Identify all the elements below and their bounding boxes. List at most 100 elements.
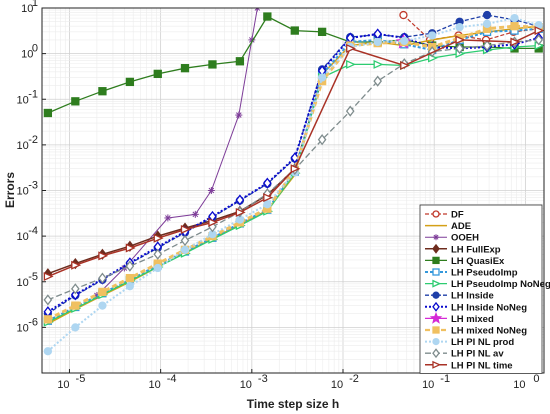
y-tick-label: 10: [21, 49, 33, 61]
x-axis-label: Time step size h: [247, 397, 339, 411]
data-point: [263, 12, 272, 21]
data-point: [153, 248, 163, 260]
data-point: [235, 207, 246, 217]
legend-label: LH PI NL time: [451, 360, 513, 371]
y-tick-exponent: 1: [32, 0, 38, 9]
series-line: [402, 14, 539, 41]
legend-label: LH mixed: [451, 314, 494, 325]
data-point: [400, 36, 409, 46]
data-point: [317, 134, 327, 146]
data-point: [346, 43, 357, 53]
legend-label: LH mixed NoNeg: [451, 326, 527, 337]
legend-label: DF: [451, 210, 464, 221]
data-point: [208, 217, 219, 227]
legend-label: LH Inside: [451, 291, 494, 302]
legend-label: LH PseudoImp NoNeg: [451, 279, 550, 290]
legend-swatch-marker: [432, 268, 440, 276]
data-point: [43, 294, 53, 306]
data-point: [263, 200, 272, 209]
data-point: [373, 59, 384, 69]
data-point: [400, 60, 411, 70]
data-point: [263, 177, 272, 189]
legend-entry: LH PseudoImp: [425, 268, 518, 279]
data-point: [482, 19, 492, 28]
data-point: [510, 22, 519, 31]
legend-entry: OOEH: [425, 233, 479, 244]
legend-label: LH FullExp: [451, 244, 501, 255]
legend-entry: LH Inside: [425, 291, 494, 302]
data-point: [253, 8, 261, 12]
data-point: [164, 214, 172, 222]
data-point: [191, 210, 199, 218]
data-point: [153, 263, 162, 273]
legend-entry: LH mixed: [425, 311, 494, 325]
legend-swatch-marker: [429, 311, 443, 324]
y-tick-exponent: -3: [28, 180, 38, 192]
data-point: [98, 287, 107, 297]
y-axis-label: Errors: [3, 172, 17, 208]
x-tick-label: 10: [57, 379, 69, 391]
y-tick-exponent: -4: [28, 225, 38, 237]
data-point: [125, 273, 135, 283]
x-tick-exponent: -3: [258, 373, 268, 385]
legend-label: ADE: [451, 221, 471, 232]
data-point: [373, 37, 382, 47]
data-point: [98, 301, 107, 310]
ticks: 10 -5 10 -4 10 -3 10 -2 10 -1 10 0-610-510-410-310-…: [17, 0, 540, 391]
legend-swatch-marker: [432, 256, 440, 265]
x-tick-label: 10: [513, 379, 525, 391]
legend-label: OOEH: [451, 233, 479, 244]
data-point: [346, 59, 357, 69]
data-point: [180, 245, 190, 255]
legend-label: LH PseudoImp: [451, 268, 518, 279]
legend-label: LH QuasiEx: [451, 256, 505, 267]
y-tick-exponent: 0: [32, 43, 38, 55]
data-point: [71, 283, 80, 295]
data-point: [180, 234, 190, 247]
data-point: [153, 69, 162, 79]
data-point: [482, 39, 492, 52]
legend-entry: LH PI NL time: [425, 360, 513, 371]
legend-swatch-marker: [432, 301, 440, 312]
data-point: [428, 31, 437, 40]
x-tick-exponent: -1: [440, 373, 450, 385]
data-point: [455, 35, 466, 45]
data-point: [180, 64, 190, 73]
data-point: [427, 46, 437, 58]
data-point: [317, 73, 327, 82]
x-tick-label: 10: [240, 379, 252, 391]
x-tick-exponent: -2: [349, 373, 359, 385]
y-tick-label: 10: [17, 277, 29, 289]
legend-entry: LH PseudoImp NoNeg: [425, 279, 550, 290]
legend-entry: LH Inside NoNeg: [425, 301, 527, 313]
data-point: [43, 108, 53, 118]
x-tick-exponent: -5: [76, 373, 86, 385]
y-tick-label: 10: [17, 322, 29, 334]
data-point: [125, 243, 136, 253]
legend-entry: LH PI NL prod: [425, 337, 514, 348]
data-point: [208, 60, 217, 69]
series-lh-pi-nl-time: [43, 26, 544, 282]
legend-entry: LH FullExp: [425, 243, 501, 255]
data-point: [235, 194, 245, 206]
data-point: [263, 193, 274, 203]
legend-label: LH PI NL prod: [451, 337, 514, 348]
y-tick-exponent: -1: [28, 88, 38, 100]
data-point: [71, 323, 80, 332]
data-point: [153, 233, 164, 243]
x-tick-exponent: 0: [533, 373, 539, 385]
data-point: [125, 77, 135, 87]
y-tick-exponent: -6: [28, 316, 38, 328]
data-point: [482, 10, 492, 20]
data-point: [345, 105, 355, 117]
x-tick-label: 10: [331, 379, 343, 391]
legend-swatch-marker: [432, 348, 440, 359]
legend-entry: ADE: [425, 221, 471, 232]
legend-label: LH Inside NoNeg: [451, 302, 527, 313]
legend-swatch-marker: [432, 210, 440, 218]
data-point: [43, 272, 54, 282]
x-tick-label: 10: [149, 379, 161, 391]
data-point: [207, 187, 215, 194]
data-point: [455, 42, 464, 55]
legend-swatch-marker: [432, 291, 440, 299]
